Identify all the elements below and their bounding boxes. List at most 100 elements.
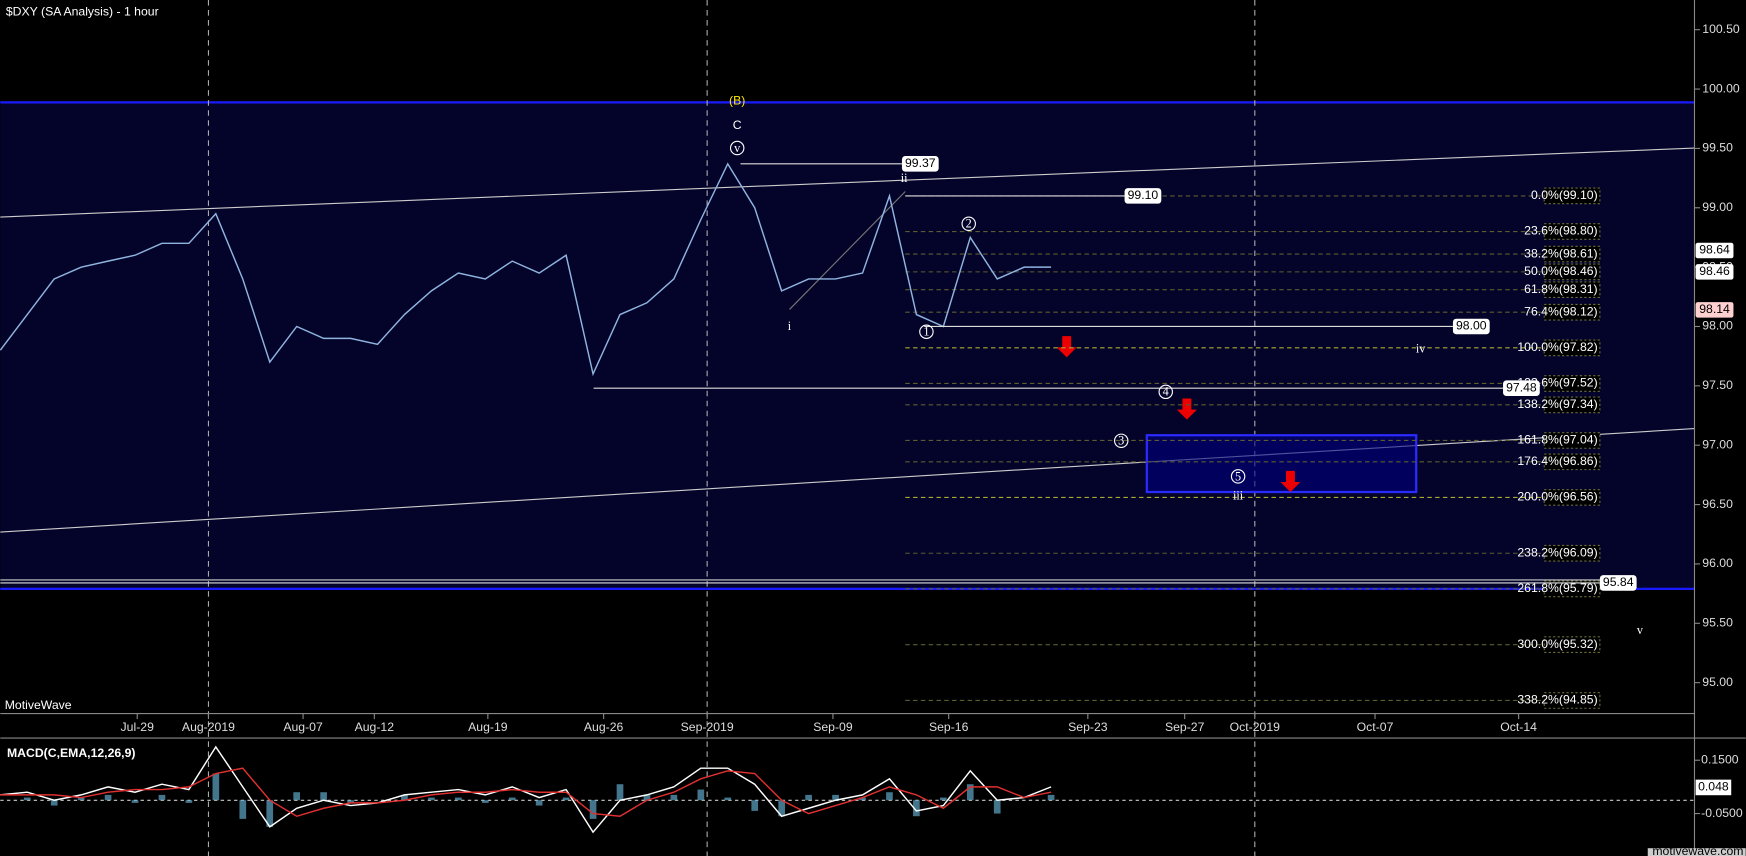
x-tick-label: Aug-19 bbox=[468, 720, 508, 734]
y-tick-label: 100.50 bbox=[1702, 22, 1740, 36]
x-tick-label: Aug-26 bbox=[584, 720, 624, 734]
macd-hist bbox=[697, 789, 705, 801]
y-tick-label: -0.0500 bbox=[1701, 806, 1743, 820]
wave-circle bbox=[729, 140, 745, 156]
macd-hist bbox=[158, 794, 166, 801]
macd-line bbox=[0, 767, 1052, 818]
macd-hist bbox=[50, 800, 58, 806]
fib-label: 38.2%(98.61) bbox=[1524, 246, 1597, 260]
macd-hist bbox=[778, 800, 786, 817]
macd-hist bbox=[131, 800, 139, 803]
macd-title: MACD(C,EMA,12,26,9) bbox=[7, 746, 136, 760]
fib-label: 338.2%(94.85) bbox=[1517, 693, 1597, 707]
macd-hist bbox=[185, 800, 193, 803]
x-tick-label: Sep-23 bbox=[1068, 720, 1108, 734]
wave-circle bbox=[1158, 384, 1173, 400]
fib-label: 100.0%(97.82) bbox=[1517, 340, 1597, 354]
x-tick-label: Oct-07 bbox=[1357, 720, 1394, 734]
y-tick-label: 96.00 bbox=[1702, 556, 1733, 570]
wave-label: iv bbox=[1416, 341, 1426, 355]
wave-label: i bbox=[788, 319, 792, 333]
fib-label-box bbox=[1543, 303, 1601, 321]
callout-box bbox=[1503, 380, 1540, 397]
callout-label: 97.48 bbox=[1506, 380, 1537, 394]
macd-hist bbox=[832, 794, 839, 801]
y-tick-label: 100.00 bbox=[1702, 81, 1740, 95]
macd-hist bbox=[805, 794, 812, 801]
macd-hist bbox=[913, 800, 920, 817]
wave-label: 3 bbox=[1118, 434, 1124, 448]
y-tick-label: 97.00 bbox=[1702, 437, 1733, 451]
y-tick-label: 97.50 bbox=[1702, 378, 1733, 392]
callout-box bbox=[1124, 188, 1162, 204]
macd-hist bbox=[562, 797, 570, 801]
fib-label-box bbox=[1543, 636, 1601, 654]
fib-label: 76.4%(98.12) bbox=[1524, 304, 1597, 318]
fib-label: 176.4%(96.86) bbox=[1517, 454, 1597, 468]
arrow bbox=[1056, 336, 1077, 358]
fib-label-box bbox=[1543, 692, 1601, 709]
footer-bg bbox=[1647, 848, 1746, 856]
wave-label: iii bbox=[1233, 488, 1244, 502]
callout-box bbox=[1452, 318, 1490, 335]
macd-line bbox=[0, 745, 1052, 834]
macd-hist bbox=[859, 797, 866, 801]
macd-hist bbox=[455, 797, 462, 801]
last-price-label: 98.46 bbox=[1699, 264, 1730, 278]
fib-label-box bbox=[1543, 396, 1601, 414]
fib-label-box bbox=[1543, 281, 1601, 299]
y-tick-label: 95.00 bbox=[1702, 675, 1733, 689]
last-price-label: 98.64 bbox=[1699, 243, 1730, 257]
macd-hist bbox=[993, 800, 1001, 814]
fib-label: 200.0%(96.56) bbox=[1517, 490, 1597, 504]
y-tick-label: 98.00 bbox=[1702, 319, 1733, 333]
wave-label: C bbox=[733, 118, 742, 132]
macd-last-box bbox=[1695, 779, 1732, 796]
chart-title: $DXY (SA Analysis) - 1 hour bbox=[6, 4, 159, 18]
macd-hist bbox=[939, 797, 947, 801]
fib-label: 300.0%(95.32) bbox=[1517, 637, 1597, 651]
fib-label-box bbox=[1543, 187, 1601, 205]
macd-hist bbox=[481, 800, 489, 803]
fib-label-box bbox=[1543, 375, 1601, 392]
x-tick-label: Sep-09 bbox=[813, 720, 853, 734]
macd-hist bbox=[535, 800, 543, 806]
fib-label: 161.8%(97.04) bbox=[1517, 433, 1597, 447]
macd-hist bbox=[1047, 794, 1055, 801]
last-price-label: 98.14 bbox=[1699, 302, 1730, 316]
macd-hist bbox=[347, 800, 354, 803]
red-arrows bbox=[1056, 336, 1301, 493]
wave-circle bbox=[1230, 469, 1246, 484]
macd-hist bbox=[751, 800, 759, 811]
watermark: MotiveWave bbox=[5, 698, 72, 712]
fib-label: 50.0%(98.46) bbox=[1524, 264, 1597, 278]
fib-label-box bbox=[1543, 245, 1601, 263]
fib-label-box bbox=[1543, 544, 1601, 562]
fib-label-box bbox=[1543, 263, 1601, 281]
fib-label: 23.6%(98.80) bbox=[1524, 224, 1597, 238]
last-price-box bbox=[1695, 242, 1734, 259]
macd-hist bbox=[643, 794, 651, 801]
fib-label-box bbox=[1543, 339, 1601, 357]
fib-label: 238.2%(96.09) bbox=[1517, 545, 1597, 559]
wave-label: 4 bbox=[1163, 385, 1169, 399]
macd-hist bbox=[77, 797, 85, 801]
callout-box bbox=[901, 156, 939, 172]
channel-zone bbox=[0, 102, 1695, 589]
last-price-box bbox=[1695, 302, 1734, 318]
target-box bbox=[1145, 434, 1418, 494]
macd-hist bbox=[401, 794, 408, 801]
wave-label: (B) bbox=[729, 94, 745, 108]
y-tick-label: 99.50 bbox=[1702, 141, 1733, 155]
macd-hist bbox=[886, 792, 893, 801]
macd-hist bbox=[724, 797, 732, 801]
fib-label-box bbox=[1543, 223, 1601, 240]
wave-label: 5 bbox=[1235, 469, 1241, 483]
macd-hist bbox=[966, 784, 974, 801]
wave-circle bbox=[919, 324, 934, 339]
macd-hist bbox=[616, 784, 624, 801]
x-tick-label: Oct-2019 bbox=[1230, 720, 1281, 734]
macd-hist bbox=[293, 792, 301, 801]
